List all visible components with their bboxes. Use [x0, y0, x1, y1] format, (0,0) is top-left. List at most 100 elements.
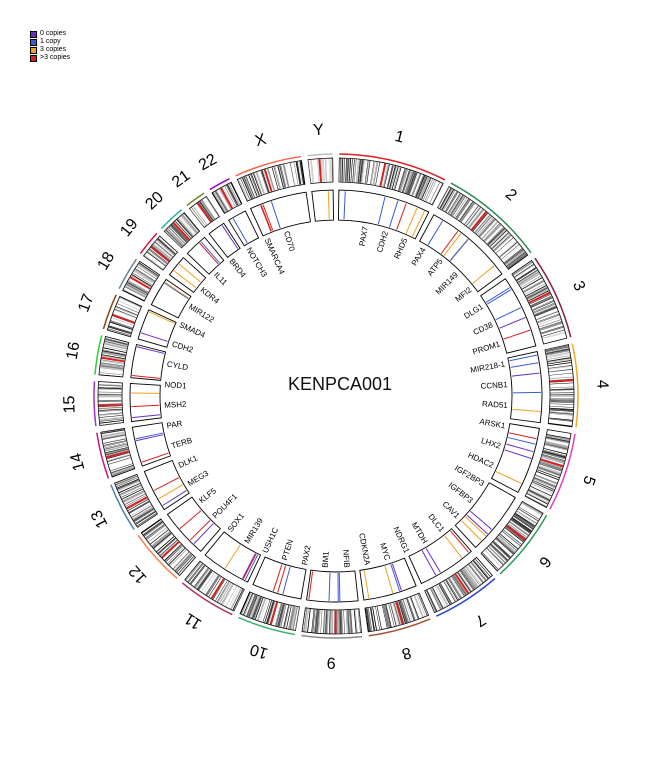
ideogram-band: [539, 461, 563, 470]
ideogram-band: [197, 569, 212, 590]
ideogram-band: [201, 199, 216, 220]
cnv-mark: [308, 571, 314, 600]
ideogram-band: [390, 166, 397, 189]
ideogram-band: [212, 192, 225, 213]
cnv-mark: [384, 565, 394, 594]
gene-label: MIR139: [243, 516, 266, 545]
ideogram-band: [126, 282, 148, 295]
ideogram-band: [535, 475, 557, 485]
ideogram-band: [313, 609, 317, 633]
ideogram-band: [469, 209, 484, 229]
ideogram-band: [104, 341, 128, 348]
legend-swatch: [30, 30, 37, 38]
gene-label: CD38: [472, 320, 495, 337]
ideogram-band: [514, 264, 535, 278]
ideogram-band: [495, 237, 514, 254]
cnv-mark: [328, 572, 331, 601]
ideogram-band: [110, 463, 133, 472]
ideogram-band: [510, 519, 531, 534]
ideogram-band: [353, 609, 357, 633]
ideogram-band: [107, 454, 130, 461]
ideogram-band: [117, 480, 140, 491]
ideogram-band: [108, 325, 132, 334]
ideogram-band: [104, 442, 127, 449]
ideogram-band: [487, 547, 505, 565]
ideogram-band: [548, 422, 572, 427]
ideogram-band: [98, 394, 122, 396]
cnv-mark: [465, 516, 487, 537]
ideogram-band: [456, 572, 471, 593]
ideogram-band: [472, 560, 489, 579]
ideogram-band: [461, 203, 476, 223]
ideogram-band: [118, 481, 140, 492]
ideogram-band: [441, 188, 453, 210]
ideogram-band: [144, 255, 164, 270]
ideogram-band: [225, 586, 237, 607]
ideogram-band: [152, 244, 171, 260]
ideogram-band: [490, 544, 508, 561]
ideogram-band: [106, 452, 130, 460]
ideogram-band: [278, 604, 285, 627]
ideogram-band: [168, 227, 186, 244]
chromosome-label-1: 1: [393, 128, 406, 147]
ideogram-band: [550, 403, 574, 405]
ideogram-band: [450, 576, 464, 597]
gene-label: DLC1: [426, 512, 446, 534]
ideogram-band: [100, 362, 124, 367]
ideogram-band: [170, 224, 188, 242]
ideogram-band: [245, 176, 255, 198]
cnv-mark: [179, 510, 202, 530]
ideogram-band: [545, 344, 569, 351]
ideogram-band: [340, 610, 342, 634]
gene-label: SOX1: [226, 511, 247, 534]
ideogram-band: [548, 360, 571, 365]
cnv-mark: [405, 207, 418, 234]
gene-label: USH1C: [261, 526, 280, 555]
ideogram-band: [100, 365, 124, 369]
legend-label: 1 copy: [40, 38, 61, 45]
chromosome-label-11: 11: [182, 609, 205, 632]
ideogram-band: [542, 452, 566, 460]
gene-label: HDAC2: [467, 451, 496, 471]
ideogram-band: [507, 524, 526, 539]
ideogram-band: [417, 176, 428, 199]
ideogram-band: [269, 601, 277, 625]
chromosome-label-4: 4: [593, 379, 610, 389]
ideogram-band: [468, 209, 484, 228]
chromosome-arc-3: [534, 257, 572, 338]
ideogram-band: [545, 442, 568, 448]
ideogram-band: [352, 159, 355, 183]
ideogram-band: [397, 601, 405, 624]
gene-label: MSH2: [164, 400, 187, 410]
ideogram-band: [99, 415, 123, 418]
legend-label: >3 copies: [40, 54, 71, 61]
chromosome-arc-7: [436, 577, 496, 617]
ideogram-band: [100, 420, 123, 424]
ideogram-segment-3: [511, 259, 568, 345]
ideogram-band: [411, 173, 421, 196]
ideogram-band: [247, 595, 257, 617]
ideogram-band: [175, 220, 192, 239]
ideogram-band: [526, 286, 548, 298]
ideogram-band: [145, 524, 165, 539]
ideogram-band: [539, 322, 562, 330]
ideogram-band: [546, 434, 570, 440]
ideogram-band: [153, 533, 172, 549]
chromosome-label-X: X: [253, 131, 268, 150]
cnv-mark: [504, 449, 532, 459]
cnv-mark: [495, 471, 522, 485]
ideogram-band: [534, 477, 556, 488]
ideogram-band: [547, 353, 570, 359]
ideogram-band: [525, 495, 547, 507]
ideogram-band: [99, 413, 123, 416]
ideogram-band: [246, 594, 256, 617]
ideogram-band: [101, 431, 125, 436]
ideogram-band: [501, 244, 520, 260]
ideogram-band: [537, 467, 560, 477]
chromosome-arc-6: [499, 514, 548, 575]
ideogram-band: [482, 552, 499, 570]
ideogram-band: [150, 529, 169, 545]
ideogram-band: [112, 467, 134, 476]
ideogram-band: [268, 601, 276, 624]
ideogram-band: [406, 171, 415, 194]
